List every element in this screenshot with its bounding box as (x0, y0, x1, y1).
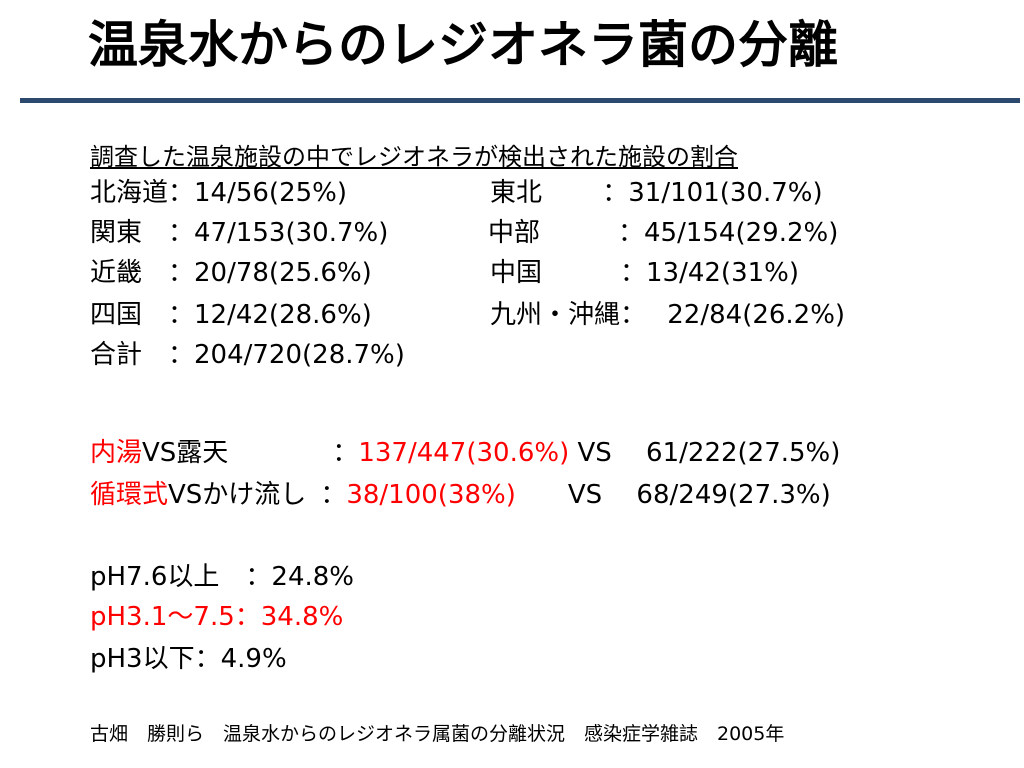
region-total: 合計 ：204/720(28.7%) (90, 340, 405, 370)
citation: 古畑 勝則ら 温泉水からのレジオネラ属菌の分離状況 感染症学雑誌 2005年 (90, 723, 785, 745)
ph-low: pH3以下：4.9% (90, 644, 287, 674)
region-chubu: 中部 ：45/154(29.2%) (488, 218, 839, 248)
indoor-value: 137/447(30.6%) (358, 438, 570, 468)
outdoor-value: VS 61/222(27.5%) (569, 438, 841, 468)
region-shikoku: 四国 ：12/42(28.6%) (90, 300, 372, 330)
slide-title: 温泉水からのレジオネラ菌の分離 (88, 16, 838, 74)
region-kanto: 関東 ：47/153(30.7%) (90, 218, 389, 248)
ph-high: pH7.6以上 ：24.8% (90, 562, 354, 592)
circulating-value: 38/100(38%) (346, 480, 516, 510)
ph-mid: pH3.1～7.5：34.8% (90, 602, 344, 632)
region-kinki: 近畿 ：20/78(25.6%) (90, 258, 372, 288)
title-divider (20, 98, 1020, 103)
circulating-label: 循環式 (90, 480, 169, 510)
comparison-indoor-outdoor: 内湯VS露天 ：137/447(30.6%) VS 61/222(27.5%) (90, 436, 840, 470)
indoor-label: 内湯 (90, 438, 143, 468)
circulating-vs-label: VSかけ流し (168, 480, 307, 510)
region-kyushu-okinawa: 九州・沖縄： 22/84(26.2%) (490, 300, 846, 330)
indoor-separator: ： (228, 438, 359, 468)
region-hokkaido: 北海道：14/56(25%) (90, 178, 348, 208)
comparison-circulating-flowing: 循環式VSかけ流し ：38/100(38%) VS 68/249(27.3%) (90, 478, 831, 512)
region-tohoku: 東北 ：31/101(30.7%) (490, 178, 823, 208)
circulating-separator: ： (320, 480, 347, 510)
indoor-vs-label: VS露天 (142, 438, 229, 468)
region-chugoku: 中国 ：13/42(31%) (490, 258, 800, 288)
flowing-value: VS 68/249(27.3%) (515, 480, 831, 510)
survey-heading: 調査した温泉施設の中でレジオネラが検出された施設の割合 (90, 143, 738, 171)
